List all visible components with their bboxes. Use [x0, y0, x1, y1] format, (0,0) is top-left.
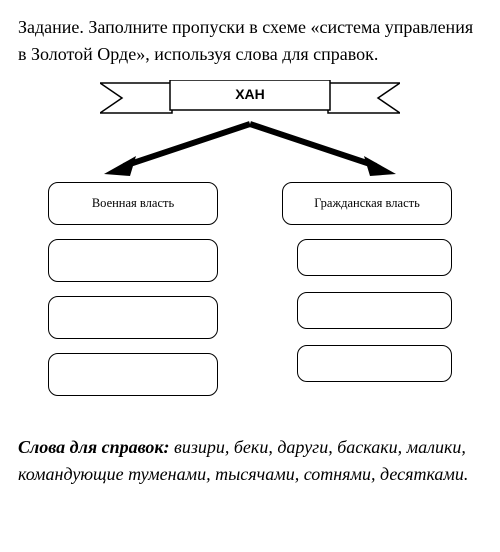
reference-words: Слова для справок: визири, беки, даруги,…	[18, 434, 482, 488]
right-box-3	[297, 345, 452, 382]
right-header-box: Гражданская власть	[282, 182, 452, 225]
left-box-2	[48, 296, 218, 339]
left-header-box: Военная власть	[48, 182, 218, 225]
task-text: Задание. Заполните пропуски в схеме «сис…	[18, 14, 482, 68]
right-column: Гражданская власть	[282, 182, 452, 398]
arrows-icon	[90, 118, 410, 180]
refs-label: Слова для справок:	[18, 437, 170, 457]
diagram: ХАН Военная власть Гражданская власть	[20, 76, 480, 426]
right-box-2	[297, 292, 452, 329]
right-box-1	[297, 239, 452, 276]
left-box-3	[48, 353, 218, 396]
banner: ХАН	[100, 80, 400, 122]
banner-label: ХАН	[100, 86, 400, 102]
left-column: Военная власть	[48, 182, 218, 410]
left-box-1	[48, 239, 218, 282]
